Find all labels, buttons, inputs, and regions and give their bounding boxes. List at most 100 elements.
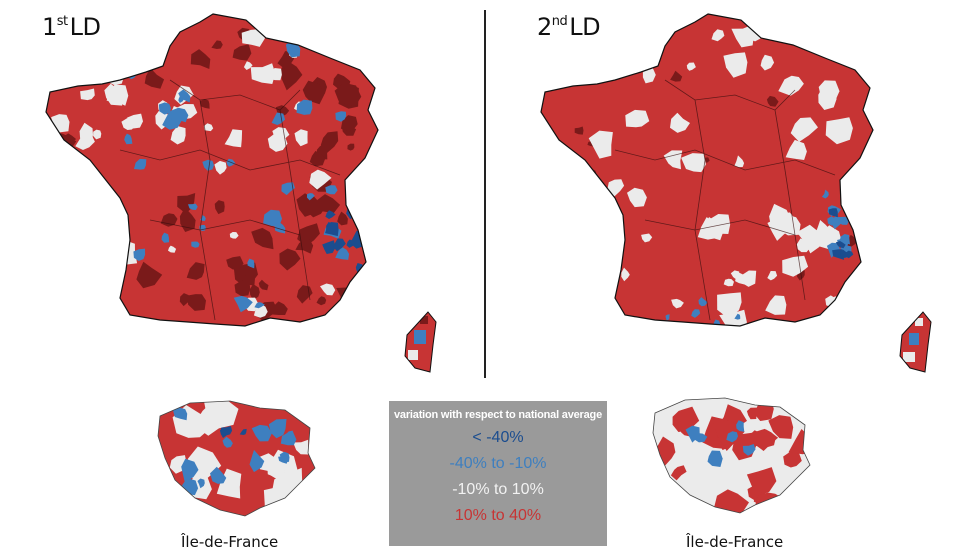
municipality-cluster <box>293 439 309 455</box>
municipality-cluster <box>346 305 358 320</box>
municipality-cluster <box>80 88 95 101</box>
municipality-cluster <box>100 273 108 280</box>
municipality-cluster <box>211 40 223 49</box>
municipality-cluster <box>91 288 103 301</box>
municipality-cluster <box>741 270 757 287</box>
municipality-cluster <box>790 117 818 142</box>
municipality-cluster <box>309 150 326 167</box>
municipality-cluster <box>316 194 341 213</box>
municipality-cluster <box>242 274 255 286</box>
municipality-cluster <box>352 188 365 202</box>
municipality-cluster <box>127 113 143 129</box>
municipality-cluster <box>158 102 171 115</box>
municipality-cluster <box>224 129 243 148</box>
municipality-cluster <box>709 214 731 234</box>
municipality-cluster <box>222 436 233 448</box>
municipality-cluster <box>711 29 725 42</box>
municipality-cluster <box>58 54 70 67</box>
municipality-cluster <box>726 431 738 443</box>
municipality-cluster <box>161 232 170 243</box>
municipality-cluster <box>335 246 350 260</box>
municipality-cluster <box>835 241 846 249</box>
municipality-cluster <box>322 240 336 254</box>
municipality-cluster <box>232 44 252 61</box>
municipality-cluster <box>767 271 778 281</box>
municipality-cluster <box>671 298 684 309</box>
municipality-cluster <box>279 451 290 463</box>
municipality-cluster <box>81 182 102 210</box>
municipality-cluster <box>555 50 571 65</box>
municipality-cluster <box>335 302 349 317</box>
municipality-cluster <box>769 203 792 230</box>
municipality-cluster <box>202 159 214 171</box>
municipality-cluster <box>73 43 88 57</box>
municipality-cluster <box>179 207 196 232</box>
municipality-cluster <box>543 223 566 245</box>
municipality-cluster <box>556 43 580 69</box>
municipality-cluster <box>84 257 104 279</box>
municipality-cluster <box>241 29 265 47</box>
mainland-regions <box>46 14 378 326</box>
municipality-cluster <box>136 261 163 289</box>
municipality-cluster <box>845 234 857 248</box>
municipality-cluster <box>827 216 836 226</box>
municipality-cluster <box>788 429 810 455</box>
municipality-cluster <box>214 200 225 215</box>
municipality-cluster <box>853 214 868 227</box>
municipality-cluster <box>291 495 309 509</box>
municipality-cluster <box>745 19 770 42</box>
municipality-cluster <box>52 254 80 276</box>
municipality-cluster <box>258 279 269 291</box>
municipality-cluster <box>821 189 829 199</box>
municipality-cluster <box>859 60 871 72</box>
municipality-cluster <box>99 286 110 299</box>
municipality-cluster <box>640 39 650 50</box>
municipality-cluster <box>623 23 641 43</box>
municipality-cluster <box>186 262 205 280</box>
municipality-cluster <box>85 196 103 218</box>
municipality-cluster <box>560 218 578 234</box>
municipality-cluster <box>828 208 838 218</box>
municipality-cluster <box>59 158 75 176</box>
municipality-cluster <box>670 465 687 481</box>
title-ordinal-suffix: nd <box>551 14 568 29</box>
municipality-cluster <box>611 32 621 41</box>
municipality-cluster <box>168 245 177 253</box>
municipality-cluster <box>191 241 200 248</box>
municipality-cluster <box>124 133 133 145</box>
title-suffix: LD <box>69 13 101 41</box>
inset-label-right: Île-de-France <box>686 533 784 551</box>
municipality-cluster <box>72 245 86 258</box>
legend-title: variation with respect to national avera… <box>394 409 602 421</box>
municipality-cluster <box>302 80 325 105</box>
title-suffix: LD <box>569 13 601 41</box>
municipality-cluster <box>588 130 613 159</box>
municipality-cluster <box>734 155 745 168</box>
municipality-cluster <box>736 420 745 432</box>
municipality-cluster <box>203 123 214 132</box>
municipality-cluster <box>106 265 125 278</box>
municipality-cluster <box>642 67 656 84</box>
france-map-second-round <box>540 13 932 373</box>
municipality-cluster <box>707 450 723 467</box>
municipality-cluster <box>837 216 850 225</box>
title-ordinal-suffix: st <box>56 14 68 29</box>
municipality-cluster <box>263 209 282 227</box>
map-title-second-round: 2ndLD <box>537 13 601 41</box>
municipality-cluster <box>670 70 683 82</box>
municipality-cluster <box>233 295 253 313</box>
municipality-cluster <box>550 297 578 313</box>
municipality-cluster <box>170 126 186 145</box>
municipality-cluster <box>294 129 308 147</box>
municipality-cluster <box>352 197 359 205</box>
municipality-cluster <box>104 83 123 106</box>
municipality-cluster <box>325 185 338 195</box>
municipality-cluster <box>665 314 670 321</box>
municipality-cluster <box>821 21 842 40</box>
municipality-cluster <box>155 108 174 130</box>
municipality-cluster <box>584 180 593 192</box>
municipality-cluster <box>190 49 211 69</box>
municipality-cluster <box>746 407 757 420</box>
municipality-cluster <box>614 251 623 260</box>
municipality-cluster <box>637 18 652 38</box>
